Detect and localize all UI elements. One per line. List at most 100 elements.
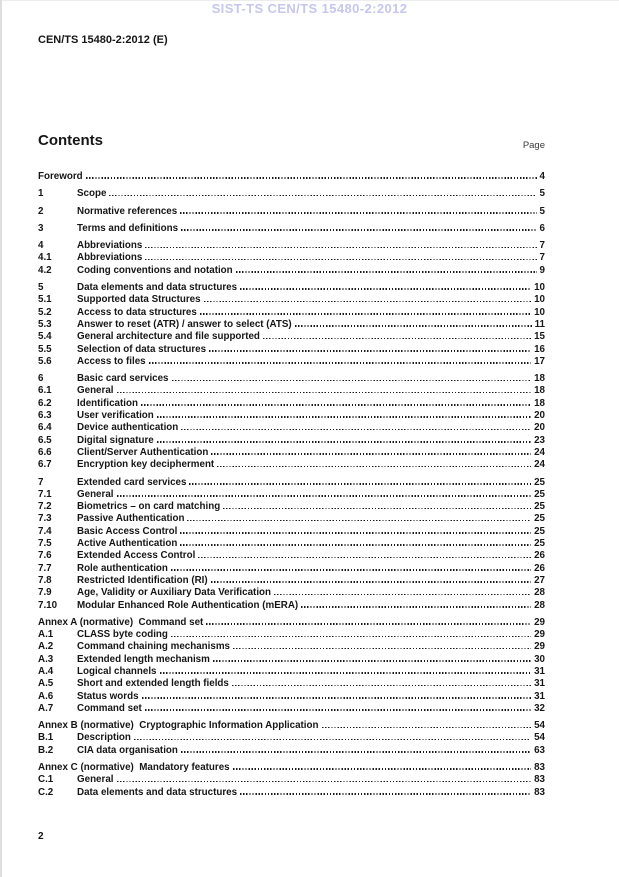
toc-entry-page: 20 xyxy=(534,422,545,434)
toc-entry-title: Annex C (normative) Mandatory features xyxy=(38,762,230,774)
toc-dot-leader xyxy=(199,313,532,315)
toc-entry-title: Encryption key decipherment xyxy=(77,459,215,471)
toc-entry-number: 5.4 xyxy=(38,331,52,343)
toc-row: 5.2 Access to data structures 10 xyxy=(38,307,545,319)
toc-dot-leader xyxy=(180,532,532,534)
toc-row: 7.1 General 25 xyxy=(38,489,545,501)
toc-entry-number: 6.6 xyxy=(38,446,52,458)
toc-row: 5.3 Answer to reset (ATR) / answer to sel… xyxy=(38,319,545,331)
toc-entry-title: Command set xyxy=(77,702,142,714)
toc-entry-page: 54 xyxy=(534,720,545,732)
toc-entry-page: 28 xyxy=(534,587,545,599)
toc-entry-page: 7 xyxy=(539,240,545,252)
toc-entry-page: 23 xyxy=(534,434,545,446)
toc-entry-number: 4 xyxy=(38,240,44,252)
toc-entry-number: C.2 xyxy=(38,786,54,798)
toc-entry-number: 6.4 xyxy=(38,422,52,434)
toc-row: A.6 Status words 31 xyxy=(38,691,545,703)
toc-entry-page: 24 xyxy=(534,446,545,458)
toc-entry-page: 26 xyxy=(534,550,545,562)
page-column-label: Page xyxy=(522,140,545,151)
toc-entry-page: 6 xyxy=(539,222,545,234)
toc-entry-title: Biometrics – on card matching xyxy=(77,501,221,513)
toc-entry-title: Normative references xyxy=(77,205,178,217)
toc-entry-title: Annex B (normative) Cryptographic Inform… xyxy=(38,720,319,732)
toc-row: 5.4 General architecture and file support… xyxy=(38,331,545,343)
toc-entry-page: 7 xyxy=(539,252,545,264)
toc-row: 6.1 General 18 xyxy=(38,385,545,397)
toc-row: A.2 Command chaining mechanisms 29 xyxy=(38,641,545,653)
toc-row: B.1 Description 54 xyxy=(38,732,545,744)
toc-entry-title: Basic card services xyxy=(77,373,169,385)
toc-dot-leader xyxy=(159,672,532,674)
toc-dot-leader xyxy=(180,212,537,214)
toc-entry-number: 6.2 xyxy=(38,397,52,409)
toc-dot-leader xyxy=(274,593,532,596)
toc-row: 7.8 Restricted Identification (RI) 27 xyxy=(38,575,545,587)
toc-entry-title: Data elements and data structures xyxy=(77,282,238,294)
toc-entry-page: 25 xyxy=(534,488,545,500)
toc-entry-page: 25 xyxy=(534,476,545,488)
toc-dot-leader xyxy=(262,337,532,340)
toc-entry-title: Answer to reset (ATR) / answer to select… xyxy=(77,318,292,330)
toc-entry-page: 25 xyxy=(534,538,545,550)
toc-entry-title: Abbreviations xyxy=(77,252,143,264)
toc-entry-page: 18 xyxy=(534,385,545,397)
toc-entry-title: Restricted Identification (RI) xyxy=(77,574,208,586)
toc-entry-title: Device authentication xyxy=(77,422,179,434)
toc-entry-title: Scope xyxy=(77,188,107,200)
toc-entry-page: 10 xyxy=(534,306,545,318)
toc-dot-leader xyxy=(144,709,532,711)
toc-entry-number: 7.6 xyxy=(38,550,52,562)
toc-entry-page: 11 xyxy=(534,318,545,330)
toc-entry-number: 5.1 xyxy=(38,294,52,306)
toc-entry-title: Role authentication xyxy=(77,562,168,574)
toc-dot-leader xyxy=(181,229,537,231)
toc-row: A.5 Short and extended length fields 31 xyxy=(38,678,545,690)
toc-entry-number: C.1 xyxy=(38,774,54,786)
toc-dot-leader xyxy=(170,569,532,571)
toc-row: A.4 Logical channels 31 xyxy=(38,666,545,678)
toc-entry-number: 4.1 xyxy=(38,252,52,264)
toc-entry-title: General architecture and file supported xyxy=(77,331,260,343)
toc-entry-page: 63 xyxy=(534,744,545,756)
toc-row: 7 Extended card services 25 xyxy=(38,477,545,489)
toc-entry-number: 6 xyxy=(38,373,44,385)
toc-row: 5.5 Selection of data structures 16 xyxy=(38,344,545,356)
toc-entry-title: Basic Access Control xyxy=(77,525,178,537)
toc-row: 6.6 Client/Server Authentication 24 xyxy=(38,447,545,459)
toc-entry-page: 20 xyxy=(534,410,545,422)
toc-dot-leader xyxy=(212,660,532,662)
toc-row: Annex C (normative) Mandatory features 83 xyxy=(38,762,545,774)
toc-dot-leader xyxy=(187,519,532,522)
toc-dot-leader xyxy=(223,507,532,510)
toc-entry-page: 29 xyxy=(534,629,545,641)
toc-entry-number: 7.10 xyxy=(38,599,58,611)
toc-entry-title: Command chaining mechanisms xyxy=(77,641,230,653)
toc-entry-number: A.6 xyxy=(38,690,54,702)
toc-entry-page: 5 xyxy=(539,188,545,200)
toc-entry-number: 7.7 xyxy=(38,562,52,574)
toc-entry-number: 7.2 xyxy=(38,501,52,513)
toc-dot-leader xyxy=(240,793,532,795)
toc-entry-title: Coding conventions and notation xyxy=(77,264,233,276)
toc-row: Annex A (normative) Command set 29 xyxy=(38,617,545,629)
toc-dot-leader xyxy=(133,738,532,741)
toc-row: 7.5 Active Authentication 25 xyxy=(38,538,545,550)
toc-dot-leader xyxy=(145,246,537,249)
toc-dot-leader xyxy=(141,696,532,699)
toc-entry-title: Foreword xyxy=(38,171,83,182)
toc-entry-page: 24 xyxy=(534,459,545,471)
toc-entry-number: 3 xyxy=(38,222,44,234)
toc-dot-leader xyxy=(217,465,532,468)
toc-dot-leader xyxy=(232,768,532,771)
toc-row: 5.1 Supported data Structures 10 xyxy=(38,294,545,306)
toc-dot-leader xyxy=(181,428,532,431)
toc-entry-page: 17 xyxy=(534,355,545,367)
toc-row: 1 Scope 5 xyxy=(38,188,545,200)
toc-dot-leader xyxy=(235,271,537,273)
toc-row: C.1 General 83 xyxy=(38,774,545,786)
toc-entry-number: 5.3 xyxy=(38,318,52,330)
toc-entry-number: 4.2 xyxy=(38,264,52,276)
toc-entry-title: Terms and definitions xyxy=(77,222,179,234)
